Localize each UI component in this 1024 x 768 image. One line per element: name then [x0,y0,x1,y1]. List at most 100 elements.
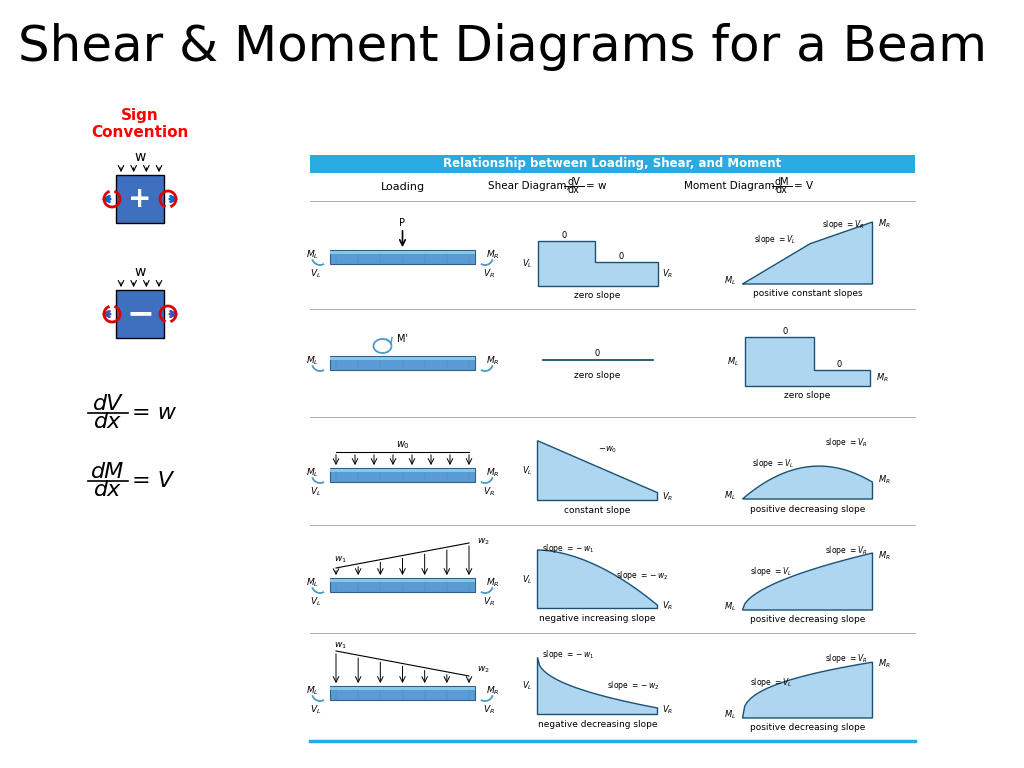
Text: $V_R$: $V_R$ [662,599,673,611]
Text: dx: dx [94,412,122,432]
Text: P: P [399,218,406,228]
Text: $V_L$: $V_L$ [310,268,322,280]
Text: dx: dx [94,480,122,500]
Polygon shape [742,466,872,499]
Text: Shear & Moment Diagrams for a Beam: Shear & Moment Diagrams for a Beam [18,23,987,71]
Text: constant slope: constant slope [564,506,631,515]
Text: −: − [126,297,154,330]
Text: $w_1$: $w_1$ [334,641,347,651]
Text: $V_L$: $V_L$ [522,679,532,691]
Text: Moment Diagram,: Moment Diagram, [683,181,777,191]
Polygon shape [538,241,657,286]
Text: slope $= V_R$: slope $= V_R$ [825,652,867,665]
Bar [330,687,475,690]
Text: w: w [134,265,145,279]
Text: = w: = w [132,403,176,423]
Text: = V: = V [132,471,173,491]
Text: slope $= -w_1$: slope $= -w_1$ [543,541,595,554]
Text: slope $= V_R$: slope $= V_R$ [822,218,864,231]
Text: $M_L$: $M_L$ [305,467,318,479]
Text: $w_2$: $w_2$ [477,665,489,675]
Text: $M_R$: $M_R$ [879,657,891,670]
Text: $M_L$: $M_L$ [724,601,736,614]
Text: slope $= V_L$: slope $= V_L$ [753,456,795,469]
Text: $V_L$: $V_L$ [310,485,322,498]
Text: $M_R$: $M_R$ [486,577,500,589]
Text: M': M' [397,334,408,344]
Text: $w_1$: $w_1$ [334,554,347,565]
Text: $M_L$: $M_L$ [724,275,736,287]
Text: $M_R$: $M_R$ [879,217,891,230]
Bar [330,356,475,370]
Polygon shape [538,441,657,501]
Text: negative decreasing slope: negative decreasing slope [538,720,657,729]
Bar [330,579,475,582]
Text: $V_L$: $V_L$ [310,596,322,608]
Text: Shear Diagram,: Shear Diagram, [487,181,569,191]
Text: $M_R$: $M_R$ [486,355,500,367]
Bar [330,357,475,360]
Text: dM: dM [91,462,125,482]
Text: $V_R$: $V_R$ [483,703,495,717]
Bar [330,468,475,482]
Text: $V_R$: $V_R$ [483,268,495,280]
Text: 0: 0 [618,252,624,261]
Text: $M_R$: $M_R$ [486,467,500,479]
Text: slope $= -w_2$: slope $= -w_2$ [615,570,668,582]
Bar [330,469,475,472]
Text: $V_R$: $V_R$ [662,268,673,280]
Text: $M_L$: $M_L$ [305,685,318,697]
Text: negative increasing slope: negative increasing slope [540,614,655,623]
Bar [116,290,164,338]
Text: zero slope: zero slope [574,370,621,379]
Text: $V_R$: $V_R$ [662,703,673,716]
Text: dx: dx [567,185,580,195]
Text: zero slope: zero slope [784,391,830,400]
Text: $V_R$: $V_R$ [662,490,673,503]
Polygon shape [538,550,657,608]
Text: $V_L$: $V_L$ [522,573,532,585]
Text: $V_L$: $V_L$ [522,257,532,270]
Text: positive constant slopes: positive constant slopes [753,290,862,299]
Text: dx: dx [775,185,787,195]
Bar [330,686,475,700]
Text: $M_R$: $M_R$ [486,685,500,697]
Text: = w: = w [586,181,606,191]
Text: 0: 0 [561,231,566,240]
Polygon shape [745,337,870,386]
Text: slope $= V_L$: slope $= V_L$ [755,233,797,246]
Text: slope $= -w_2$: slope $= -w_2$ [607,679,659,692]
Text: = V: = V [794,181,813,191]
Text: $M_R$: $M_R$ [486,249,500,261]
Text: 0: 0 [595,349,600,359]
Bar [116,175,164,223]
Polygon shape [538,657,657,714]
Bar [330,250,475,264]
Text: slope $= V_L$: slope $= V_L$ [751,676,793,689]
Text: $M_L$: $M_L$ [724,490,736,502]
Text: positive decreasing slope: positive decreasing slope [750,723,865,733]
Text: slope $= -w_1$: slope $= -w_1$ [543,647,595,660]
Text: $w_0$: $w_0$ [395,439,410,451]
Text: $M_L$: $M_L$ [724,709,736,721]
Text: $M_R$: $M_R$ [879,474,891,486]
Text: $-w_0$: $-w_0$ [598,445,617,455]
Text: $M_L$: $M_L$ [727,355,739,368]
Bar [310,155,915,173]
Text: $V_L$: $V_L$ [522,465,532,477]
Text: $V_L$: $V_L$ [310,703,322,717]
Text: Loading: Loading [381,182,425,192]
Text: w: w [134,150,145,164]
Text: dM: dM [774,177,788,187]
Text: slope $= V_R$: slope $= V_R$ [825,436,867,449]
Bar [330,578,475,592]
Text: dV: dV [93,394,123,414]
Text: 0: 0 [837,359,842,369]
Text: zero slope: zero slope [574,292,621,300]
Text: Sign
Convention: Sign Convention [91,108,188,141]
Text: $w_2$: $w_2$ [477,537,489,548]
Text: $M_R$: $M_R$ [876,372,889,384]
Text: positive decreasing slope: positive decreasing slope [750,505,865,514]
Polygon shape [742,553,872,610]
Polygon shape [742,662,872,718]
